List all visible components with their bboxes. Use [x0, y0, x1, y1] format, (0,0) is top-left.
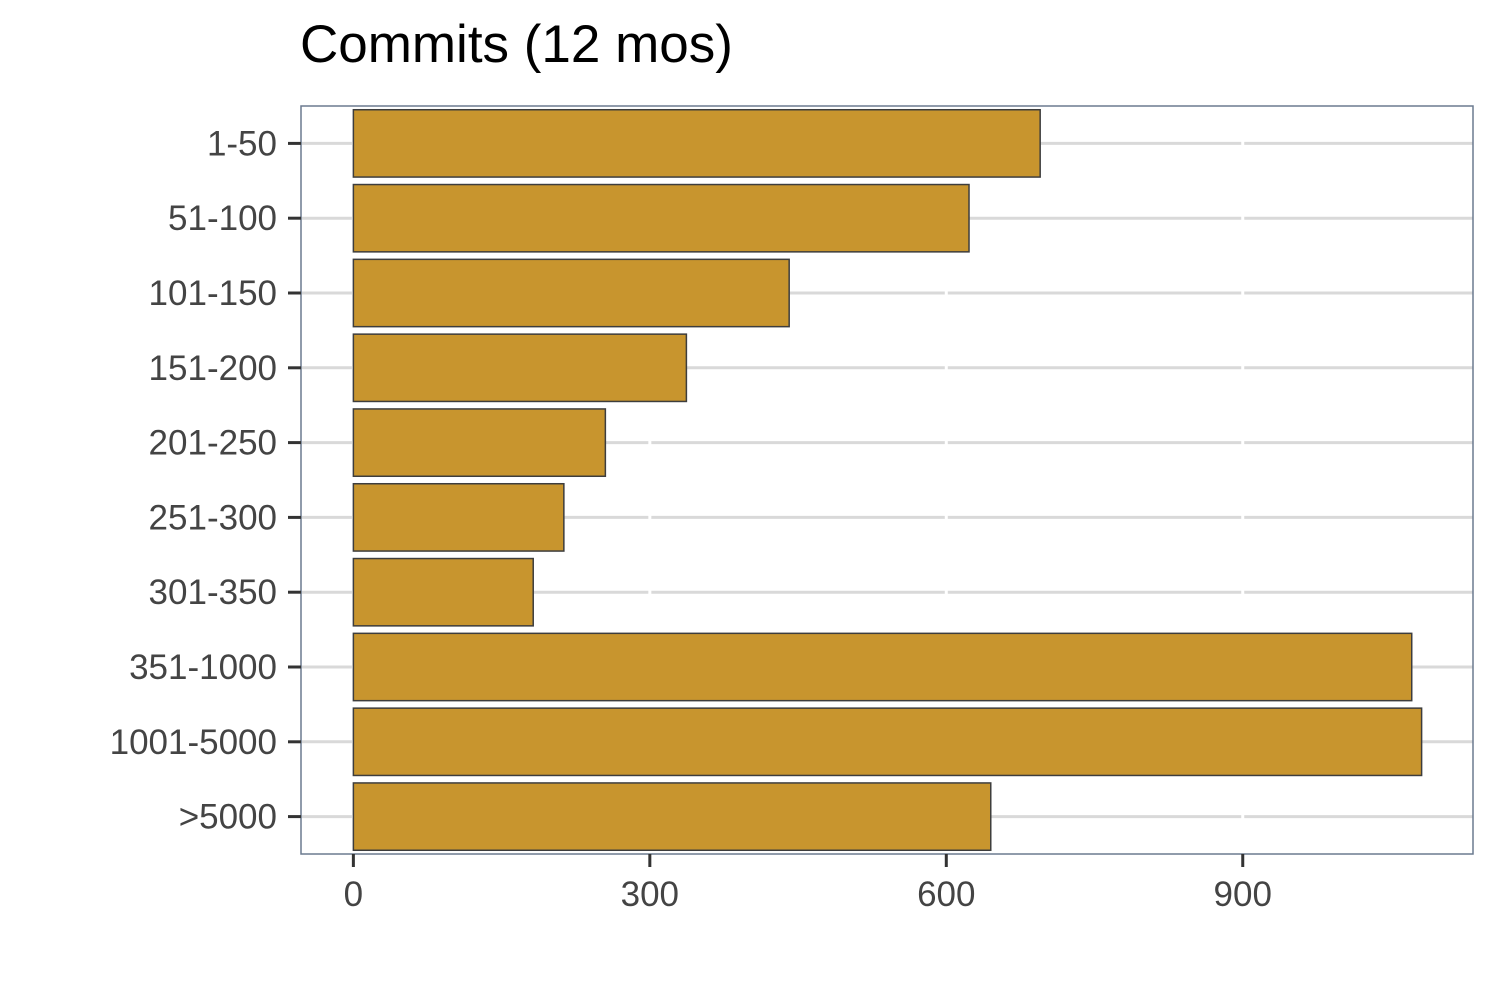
x-tick-label: 900 [1214, 875, 1272, 914]
chart-title: Commits (12 mos) [300, 15, 733, 74]
bar [352, 707, 1423, 777]
y-tick-label: 51-100 [168, 199, 277, 238]
bars [352, 108, 1423, 852]
y-tick-label: 251-300 [149, 498, 277, 537]
bar [352, 408, 607, 478]
bar [352, 108, 1041, 178]
y-tick-label: 351-1000 [129, 648, 277, 687]
bar [352, 482, 565, 552]
bar [352, 782, 992, 852]
plot-panel-border [300, 105, 1474, 855]
bar [352, 333, 688, 403]
y-tick-label: 1-50 [207, 124, 277, 163]
y-tick-label: 201-250 [149, 424, 277, 463]
x-tick-label: 300 [621, 875, 679, 914]
bar [352, 183, 970, 253]
bar [352, 557, 534, 627]
bar [352, 632, 1413, 702]
x-tick-label: 600 [917, 875, 975, 914]
x-tick-label: 0 [344, 875, 363, 914]
y-tick-label: 301-350 [149, 573, 277, 612]
bar [352, 258, 790, 328]
y-tick-label: >5000 [179, 798, 277, 837]
y-tick-label: 101-150 [149, 274, 277, 313]
y-tick-label: 151-200 [149, 349, 277, 388]
y-tick-label: 1001-5000 [110, 723, 277, 762]
axes: 1-50 51-100 101-150 151-200 201-250 251-300 30… [110, 124, 1272, 914]
